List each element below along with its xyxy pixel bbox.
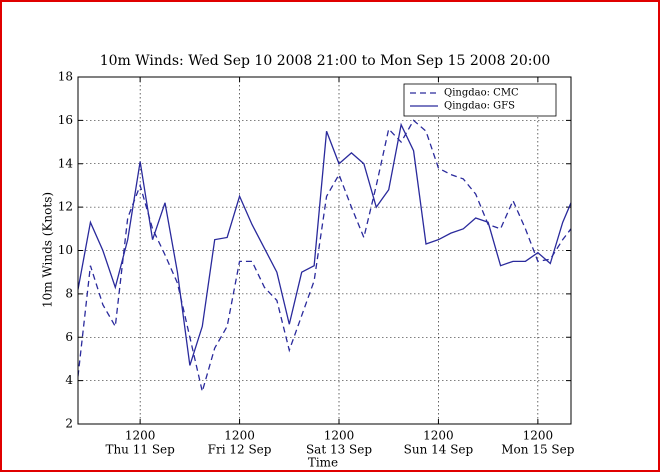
legend-box	[403, 83, 557, 117]
x-tick-day-label: Mon 15 Sep	[501, 443, 574, 457]
data-line	[78, 119, 571, 392]
y-tick-label: 10	[58, 243, 73, 257]
plot-frame	[77, 76, 572, 425]
y-tick-label: 8	[65, 286, 73, 300]
x-axis-label: Time	[308, 456, 338, 470]
legend-label: Qingdao: CMC	[444, 88, 519, 99]
y-tick-label: 6	[65, 330, 73, 344]
y-axis-label: 10m Winds (Knots)	[41, 192, 55, 308]
x-tick-day-label: Sun 14 Sep	[404, 443, 474, 457]
x-tick-day-label: Thu 11 Sep	[105, 443, 175, 457]
chart-title: 10m Winds: Wed Sep 10 2008 21:00 to Mon …	[100, 53, 551, 69]
y-tick-label: 12	[58, 200, 73, 214]
y-tick-label: 4	[65, 373, 73, 387]
data-line	[78, 122, 571, 366]
y-tick-label: 18	[58, 70, 73, 84]
x-tick-label: 1200	[324, 429, 355, 443]
y-tick-label: 2	[65, 417, 73, 431]
y-tick-label: 14	[58, 156, 74, 170]
x-tick-label: 1200	[523, 429, 554, 443]
x-tick-label: 1200	[423, 429, 454, 443]
x-tick-day-label: Fri 12 Sep	[208, 443, 272, 457]
x-tick-label: 1200	[224, 429, 255, 443]
x-tick-day-label: Sat 13 Sep	[306, 443, 372, 457]
x-tick-label: 1200	[125, 429, 156, 443]
y-tick-label: 16	[58, 113, 73, 127]
legend-label: Qingdao: GFS	[444, 101, 515, 112]
